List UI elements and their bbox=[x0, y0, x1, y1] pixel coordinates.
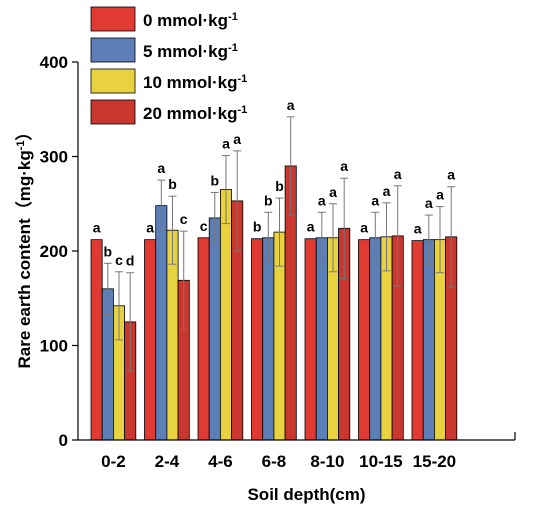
significance-letter: c bbox=[115, 252, 123, 268]
bar-4-6-s0 bbox=[197, 237, 210, 441]
significance-letter: a bbox=[360, 220, 368, 236]
bar-0-2-s0 bbox=[90, 239, 103, 441]
bar-8-10-s0 bbox=[304, 238, 317, 441]
bars-layer bbox=[90, 116, 458, 441]
significance-letter: b bbox=[275, 178, 284, 194]
significance-letter: a bbox=[436, 187, 444, 203]
significance-letter: a bbox=[93, 220, 101, 236]
legend-label: 0 mmol·kg-1 bbox=[143, 11, 238, 30]
y-tick-label: 0 bbox=[59, 431, 68, 450]
significance-letter: a bbox=[146, 220, 154, 236]
significance-letter: a bbox=[329, 184, 337, 200]
significance-letter: a bbox=[371, 192, 379, 208]
bar-4-6-s2 bbox=[219, 189, 232, 441]
significance-letter: b bbox=[104, 243, 113, 259]
legend: 0 mmol·kg-1 5 mmol·kg-1 10 mmol·kg-1 20 mmo… bbox=[90, 6, 247, 125]
bar-6-8-s1 bbox=[262, 237, 275, 441]
bar-15-20-s0 bbox=[411, 240, 424, 441]
significance-letter: a bbox=[340, 158, 348, 174]
legend-swatch bbox=[90, 68, 136, 94]
significance-letter: a bbox=[447, 167, 455, 183]
significance-letter: a bbox=[425, 195, 433, 211]
bar-15-20-s1 bbox=[422, 239, 435, 441]
significance-letter: c bbox=[180, 211, 188, 227]
x-tick-label: 15-20 bbox=[413, 452, 456, 471]
x-tick-label: 10-15 bbox=[359, 452, 402, 471]
significance-letter: b bbox=[253, 219, 262, 235]
y-axis-title: Rare earth content（mg·kg-1） bbox=[14, 124, 34, 369]
significance-letter: b bbox=[168, 176, 177, 192]
bar-8-10-s1 bbox=[315, 237, 328, 441]
y-tick-label: 200 bbox=[40, 242, 68, 261]
x-axis-title: Soil depth(cm) bbox=[247, 485, 365, 504]
significance-letter: a bbox=[307, 219, 315, 235]
bar-10-15-s1 bbox=[369, 237, 382, 441]
x-tick-label: 0-2 bbox=[101, 452, 126, 471]
significance-letter: a bbox=[414, 221, 422, 237]
significance-letter: b bbox=[264, 192, 273, 208]
significance-letter: a bbox=[233, 131, 241, 147]
x-tick-label: 4-6 bbox=[208, 452, 233, 471]
significance-letter: a bbox=[318, 192, 326, 208]
legend-swatch bbox=[90, 99, 136, 125]
bar-2-4-s0 bbox=[144, 239, 157, 441]
significance-letter: a bbox=[222, 136, 230, 152]
bar-10-15-s0 bbox=[358, 239, 371, 441]
y-tick-label: 400 bbox=[40, 53, 68, 72]
significance-letter: b bbox=[211, 172, 220, 188]
legend-label: 5 mmol·kg-1 bbox=[143, 42, 238, 61]
significance-letter: a bbox=[394, 166, 402, 182]
legend-label: 20 mmol·kg-1 bbox=[143, 104, 247, 123]
legend-swatch bbox=[90, 6, 136, 32]
bar-2-4-s1 bbox=[155, 205, 168, 441]
y-tick-label: 300 bbox=[40, 148, 68, 167]
bar-4-6-s1 bbox=[208, 217, 221, 441]
bar-6-8-s0 bbox=[251, 238, 264, 441]
significance-letter: d bbox=[126, 253, 135, 269]
legend-swatch bbox=[90, 37, 136, 63]
x-tick-label: 8-10 bbox=[310, 452, 344, 471]
significance-letter: a bbox=[287, 97, 295, 113]
axes: 0-2 2-4 4-6 6-8 8-10 10-15 15-20 0 100 200 300 400 S… bbox=[14, 53, 516, 504]
significance-letter: a bbox=[383, 183, 391, 199]
legend-label: 10 mmol·kg-1 bbox=[143, 73, 247, 92]
x-tick-label: 6-8 bbox=[262, 452, 287, 471]
significance-letter: a bbox=[157, 160, 165, 176]
x-tick-label: 2-4 bbox=[155, 452, 180, 471]
significance-letter: c bbox=[200, 218, 208, 234]
y-tick-label: 100 bbox=[40, 337, 68, 356]
